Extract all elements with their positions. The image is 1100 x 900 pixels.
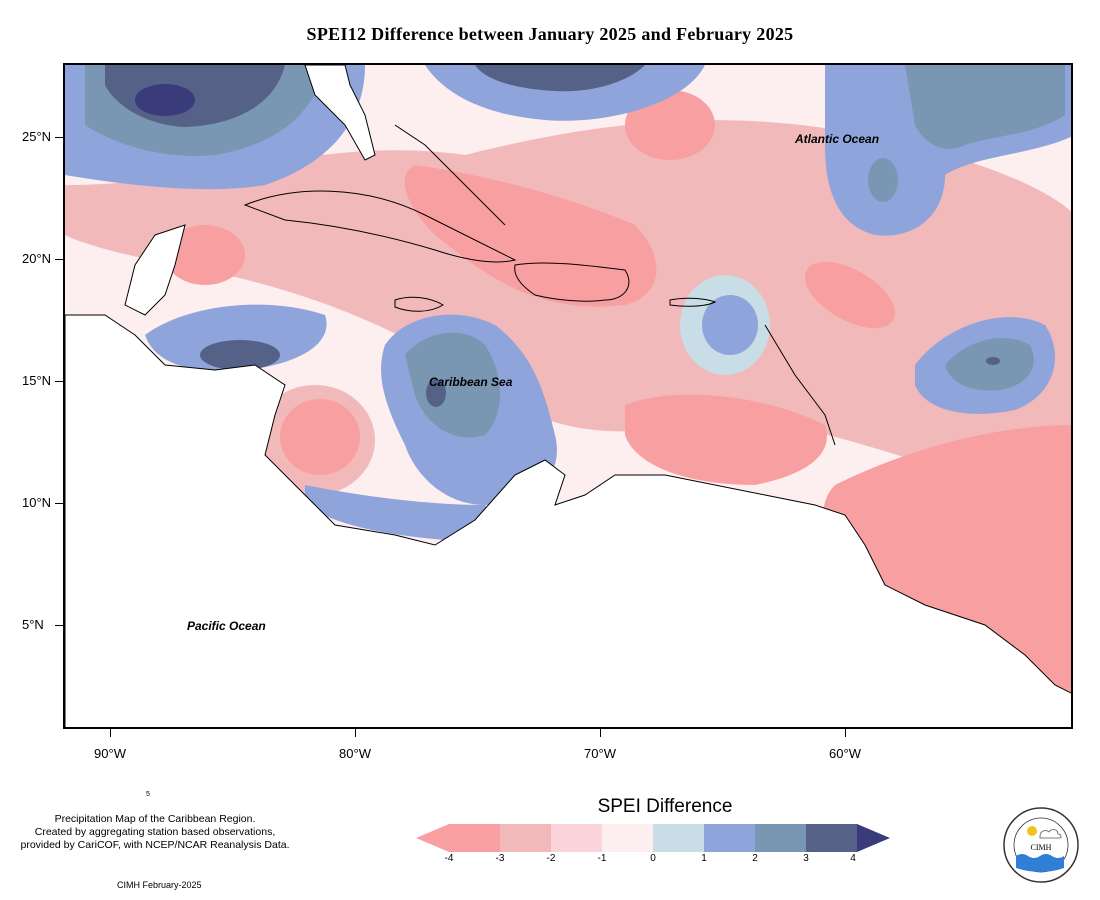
wet-east-core — [986, 357, 1000, 365]
yucatan-land — [124, 224, 186, 316]
y-tick-mark — [55, 381, 63, 382]
dry-core-southcentral — [625, 394, 827, 485]
spei-field — [65, 65, 1071, 727]
legend-title: SPEI Difference — [597, 796, 733, 817]
legend-swatch — [551, 824, 602, 852]
y-tick-mark — [55, 259, 63, 260]
map-title: SPEI12 Difference between January 2025 a… — [306, 24, 794, 44]
wet-north-top-inner — [475, 65, 645, 92]
legend-tick-label: 0 — [650, 853, 656, 864]
dry-core-north — [625, 90, 715, 160]
x-tick-mark — [110, 729, 111, 737]
y-tick-label: 25°N — [22, 129, 52, 144]
x-tick-label: 70°W — [584, 746, 616, 761]
atlantic-ocean-label: Atlantic Ocean — [795, 132, 880, 146]
legend-swatch — [602, 824, 653, 852]
legend-swatch — [806, 824, 857, 852]
waves-icon — [1016, 854, 1064, 872]
cimh-logo-text: CIMH — [1031, 843, 1052, 852]
x-tick-mark — [600, 729, 601, 737]
y-tick-label: 15°N — [22, 373, 52, 388]
y-tick-label: 10°N — [22, 495, 52, 510]
notes-line: provided by CariCOF, with NCEP/NCAR Rean… — [20, 839, 290, 851]
lesser-antilles-outline — [764, 324, 836, 446]
wet-panama — [305, 485, 493, 541]
florida-land — [304, 65, 376, 161]
cimh-logo: CIMH — [1003, 807, 1079, 883]
x-tick-mark — [355, 729, 356, 737]
x-tick-label: 90°W — [94, 746, 126, 761]
wet-caribbean-core — [426, 379, 446, 407]
legend-swatch — [449, 824, 500, 852]
legend-tick-label: -4 — [444, 853, 454, 864]
y-tick-mark — [55, 625, 63, 626]
x-tick-label: 60°W — [829, 746, 861, 761]
hispaniola-outline — [514, 262, 630, 302]
notes-block: Precipitation Map of the Caribbean Regio… — [0, 813, 310, 852]
x-tick-label: 80°W — [339, 746, 371, 761]
caribbean-sea-label: Caribbean Sea — [429, 375, 513, 389]
y-tick-mark — [55, 503, 63, 504]
legend-swatch — [755, 824, 806, 852]
cuba-outline — [243, 190, 517, 263]
cloud-icon — [1039, 829, 1062, 839]
legend-swatch — [704, 824, 755, 852]
legend-swatch — [500, 824, 551, 852]
legend-tick-label: -1 — [597, 853, 607, 864]
wet-northeast-inner — [905, 65, 1065, 149]
legend-tick-label: 2 — [752, 853, 758, 864]
dry-core-central-america-inner — [280, 399, 360, 475]
wet-puerto-rico-inner — [702, 295, 758, 355]
dry-core-east-band — [804, 261, 896, 329]
notes-line: Created by aggregating station based obs… — [34, 826, 276, 838]
sun-icon — [1027, 826, 1037, 836]
bahamas-outline — [394, 124, 506, 226]
jamaica-outline — [394, 296, 444, 312]
legend-left-arrow — [416, 824, 449, 852]
dry-field — [65, 120, 1071, 495]
legend-tick-label: -2 — [546, 853, 556, 864]
land — [65, 65, 1071, 727]
y-tick-mark — [55, 137, 63, 138]
legend-tick-label: -3 — [495, 853, 505, 864]
central-south-america-land — [65, 314, 1071, 727]
map-frame: Atlantic Ocean Caribbean Sea Pacific Oce… — [63, 63, 1073, 729]
wet-northeast-spot — [868, 158, 898, 202]
legend-colorbar — [416, 824, 890, 852]
islands — [243, 124, 836, 446]
legend-tick-label: 3 — [803, 853, 809, 864]
legend-tick-label: 1 — [701, 853, 707, 864]
puerto-rico-outline — [669, 297, 717, 307]
legend-swatch — [653, 824, 704, 852]
x-tick-mark — [845, 729, 846, 737]
wet-honduras — [145, 304, 327, 372]
notes-line: Precipitation Map of the Caribbean Regio… — [54, 813, 256, 825]
y-tick-label: 5°N — [22, 617, 44, 632]
dry-core-cuba — [404, 165, 657, 307]
wet-caribbean-mid — [405, 332, 500, 438]
legend-tick-label: 4 — [850, 853, 856, 864]
credit-text: CIMH February-2025 — [117, 880, 202, 890]
dry-core-yucatan — [165, 225, 245, 285]
y-tick-label: 20°N — [22, 251, 52, 266]
small-mark: 5 — [146, 791, 150, 798]
legend-right-arrow — [857, 824, 890, 852]
wet-northwest-strong — [135, 84, 195, 116]
wet-honduras-core — [200, 340, 280, 370]
pacific-ocean-label: Pacific Ocean — [187, 619, 266, 633]
